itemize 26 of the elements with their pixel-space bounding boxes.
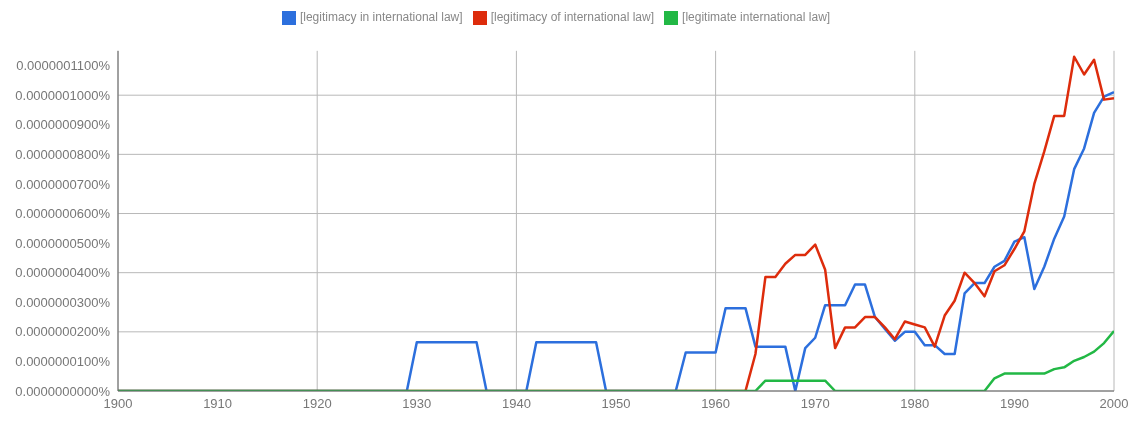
x-tick-label: 1990 bbox=[999, 396, 1029, 412]
x-tick-label: 2000 bbox=[1099, 396, 1129, 412]
y-tick-label: 0.0000001100% bbox=[16, 58, 111, 74]
y-tick-label: 0.0000000000% bbox=[15, 383, 111, 399]
x-tick-label: 1970 bbox=[800, 396, 830, 412]
y-tick-label: 0.0000000500% bbox=[15, 235, 111, 251]
x-tick-label: 1910 bbox=[203, 396, 233, 412]
y-tick-label: 0.0000000300% bbox=[15, 294, 111, 310]
legend-label: [legitimacy in international law] bbox=[299, 10, 463, 24]
x-tick-label: 1920 bbox=[302, 396, 332, 412]
y-tick-label: 0.0000001000% bbox=[15, 87, 111, 103]
x-tick-label: 1940 bbox=[501, 396, 531, 412]
y-tick-label: 0.0000000100% bbox=[15, 354, 111, 370]
x-tick-label: 1960 bbox=[701, 396, 731, 412]
x-tick-label: 1900 bbox=[103, 396, 133, 412]
y-tick-label: 0.0000000400% bbox=[15, 265, 111, 281]
y-tick-label: 0.0000000200% bbox=[15, 324, 111, 340]
y-tick-label: 0.0000000900% bbox=[15, 117, 111, 133]
y-tick-label: 0.0000000600% bbox=[15, 206, 111, 222]
y-tick-label: 0.0000000700% bbox=[15, 176, 111, 192]
x-tick-label: 1980 bbox=[900, 396, 930, 412]
legend-label: [legitimacy of international law] bbox=[490, 10, 655, 24]
x-tick-label: 1930 bbox=[402, 396, 432, 412]
y-tick-label: 0.0000000800% bbox=[15, 146, 111, 162]
x-tick-label: 1950 bbox=[601, 396, 631, 412]
legend-label: [legitimate international law] bbox=[682, 10, 831, 24]
